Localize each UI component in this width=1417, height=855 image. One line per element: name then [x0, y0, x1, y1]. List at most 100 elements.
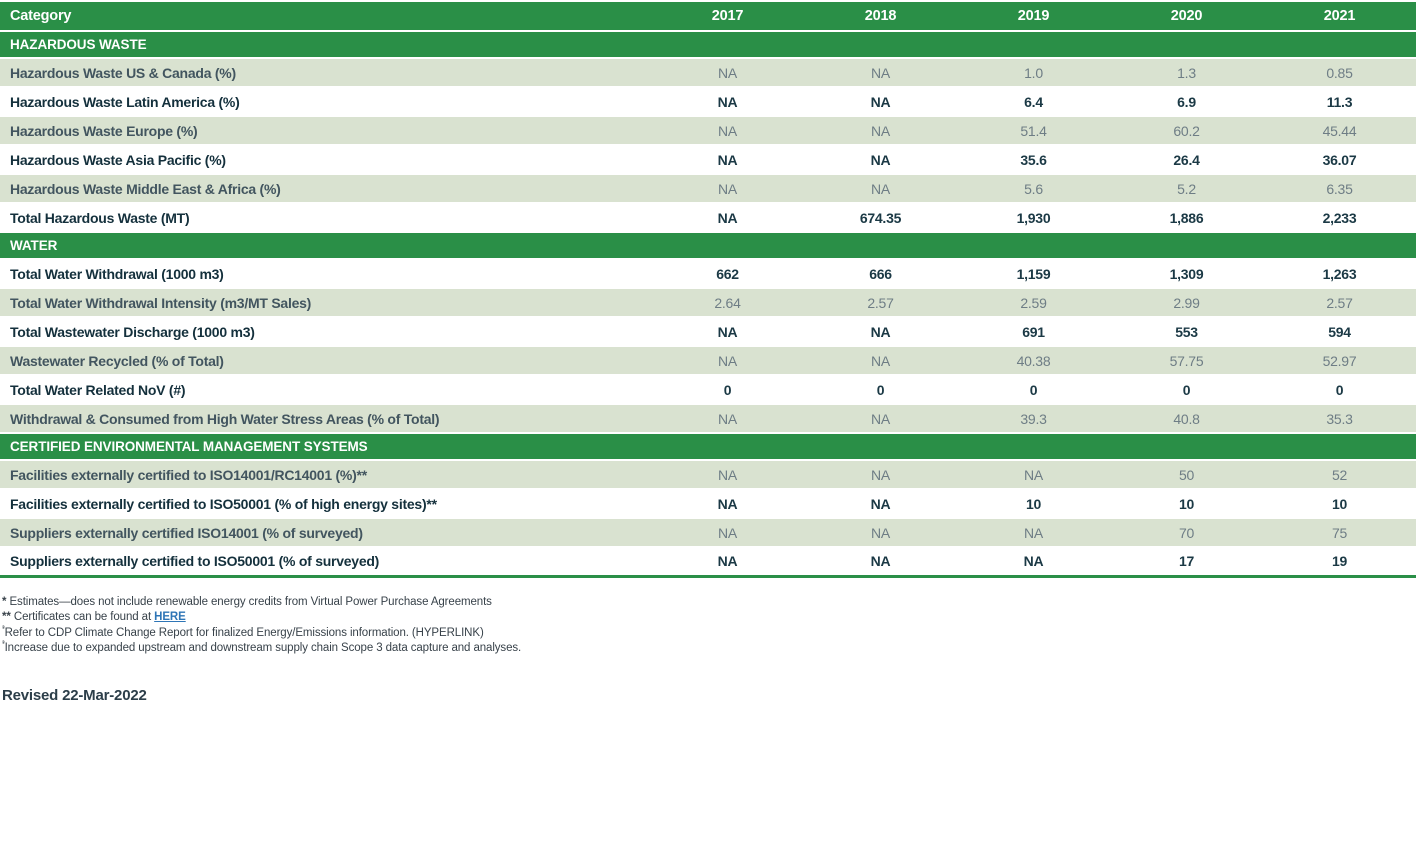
cell-value: 1.0 [957, 58, 1110, 88]
table-row: Facilities externally certified to ISO14… [0, 460, 1416, 490]
row-label: Suppliers externally certified to ISO500… [0, 547, 651, 577]
cell-value: NA [957, 547, 1110, 577]
section-title: CERTIFIED ENVIRONMENTAL MANAGEMENT SYSTE… [0, 433, 1416, 461]
table-row: Total Wastewater Discharge (1000 m3) NA NA… [0, 317, 1416, 347]
cell-value: 52 [1263, 460, 1416, 490]
revised-date: Revised 22-Mar-2022 [2, 686, 147, 704]
footnotes-block: * Estimates—does not include renewable e… [2, 595, 1417, 657]
cell-value: 26.4 [1110, 145, 1263, 175]
table-row: Hazardous Waste Asia Pacific (%) NA NA 35.6… [0, 145, 1416, 175]
row-label: Hazardous Waste Asia Pacific (%) [0, 145, 651, 175]
cell-value: NA [804, 174, 957, 204]
table-row: Hazardous Waste Latin America (%) NA NA 6.4… [0, 87, 1416, 117]
cell-value: NA [804, 460, 957, 490]
cell-value: 0.85 [1263, 58, 1416, 88]
cell-value: 1,309 [1110, 259, 1263, 289]
footnote-text: Certificates can be found at [13, 611, 155, 623]
table-row: Total Water Related NoV (#) 0 0 0 0 0 [0, 375, 1416, 405]
cell-value: 1,263 [1263, 259, 1416, 289]
row-label: Total Water Related NoV (#) [0, 375, 651, 405]
cell-value: NA [651, 58, 804, 88]
table-row: Total Water Withdrawal (1000 m3) 662 666 1,… [0, 259, 1416, 289]
cell-value: 10 [957, 489, 1110, 519]
here-link[interactable]: HERE [154, 611, 186, 623]
cell-value: NA [651, 404, 804, 434]
cell-value: 0 [651, 375, 804, 405]
footnote: ** Certificates can be found at HERE [2, 610, 1417, 626]
cell-value: 6.35 [1263, 174, 1416, 204]
cell-value: 35.6 [957, 145, 1110, 175]
row-label: Hazardous Waste US & Canada (%) [0, 58, 651, 88]
column-header-year-2017: 2017 [651, 2, 804, 32]
table-row: Suppliers externally certified to ISO500… [0, 547, 1416, 577]
footnote-marker: ** [2, 611, 14, 623]
column-header-category: Category [0, 2, 651, 32]
cell-value: 70 [1110, 518, 1263, 548]
row-label: Total Water Withdrawal (1000 m3) [0, 259, 651, 289]
esg-data-summary-page: Category 2017 2018 2019 2020 2021 HAZARDOUS W… [0, 2, 1417, 704]
cell-value: NA [804, 145, 957, 175]
row-label: Total Hazardous Waste (MT) [0, 203, 651, 233]
cell-value: 2.57 [804, 288, 957, 318]
cell-value: NA [651, 518, 804, 548]
cell-value: NA [651, 174, 804, 204]
table-row: Suppliers externally certified ISO14001 … [0, 518, 1416, 548]
cell-value: 2.57 [1263, 288, 1416, 318]
section-header-row: HAZARDOUS WASTE [0, 31, 1416, 59]
footnote-text: Estimates—does not include renewable ene… [9, 595, 492, 608]
cell-value: NA [957, 518, 1110, 548]
cell-value: 35.3 [1263, 404, 1416, 434]
cell-value: NA [804, 317, 957, 347]
section-title: WATER [0, 232, 1416, 260]
cell-value: 2.64 [651, 288, 804, 318]
cell-value: 36.07 [1263, 145, 1416, 175]
table-row: Hazardous Waste Middle East & Africa (%)… [0, 174, 1416, 204]
cell-value: NA [651, 547, 804, 577]
cell-value: 2.99 [1110, 288, 1263, 318]
footnote: ³Refer to CDP Climate Change Report for … [2, 623, 1417, 642]
cell-value: NA [804, 116, 957, 146]
footnote-text: Increase due to expanded upstream and do… [4, 642, 522, 654]
cell-value: 691 [957, 317, 1110, 347]
cell-value: 674.35 [804, 203, 957, 233]
cell-value: 40.8 [1110, 404, 1263, 434]
cell-value: NA [651, 116, 804, 146]
cell-value: 662 [651, 259, 804, 289]
cell-value: 39.3 [957, 404, 1110, 434]
cell-value: NA [651, 346, 804, 376]
row-label: Hazardous Waste Europe (%) [0, 116, 651, 146]
cell-value: 0 [1110, 375, 1263, 405]
cell-value: NA [651, 317, 804, 347]
row-label: Wastewater Recycled (% of Total) [0, 346, 651, 376]
column-header-year-2019: 2019 [957, 2, 1110, 32]
column-header-year-2021: 2021 [1263, 2, 1416, 32]
cell-value: NA [804, 489, 957, 519]
cell-value: 17 [1110, 547, 1263, 577]
cell-value: NA [804, 346, 957, 376]
table-row: Hazardous Waste US & Canada (%) NA NA 1.0 1.… [0, 58, 1416, 88]
cell-value: NA [804, 518, 957, 548]
table-row: Total Water Withdrawal Intensity (m3/MT … [0, 288, 1416, 318]
table-header: Category 2017 2018 2019 2020 2021 [0, 2, 1416, 32]
cell-value: NA [651, 460, 804, 490]
footnote: ³Increase due to expanded upstream and d… [2, 640, 1417, 657]
cell-value: 5.2 [1110, 174, 1263, 204]
cell-value: 1.3 [1110, 58, 1263, 88]
cell-value: 52.97 [1263, 346, 1416, 376]
cell-value: NA [804, 547, 957, 577]
table-header-row: Category 2017 2018 2019 2020 2021 [0, 2, 1416, 32]
cell-value: 10 [1110, 489, 1263, 519]
row-label: Hazardous Waste Middle East & Africa (%) [0, 174, 651, 204]
cell-value: 1,930 [957, 203, 1110, 233]
column-header-year-2020: 2020 [1110, 2, 1263, 32]
row-label: Total Water Withdrawal Intensity (m3/MT … [0, 288, 651, 318]
row-label: Suppliers externally certified ISO14001 … [0, 518, 651, 548]
table-body: HAZARDOUS WASTE Hazardous Waste US & Cana… [0, 31, 1416, 577]
cell-value: 594 [1263, 317, 1416, 347]
footnote-marker: * [2, 595, 10, 608]
footnote-marker: ³ [2, 623, 5, 633]
cell-value: 57.75 [1110, 346, 1263, 376]
cell-value: 60.2 [1110, 116, 1263, 146]
cell-value: 1,886 [1110, 203, 1263, 233]
cell-value: 1,159 [957, 259, 1110, 289]
